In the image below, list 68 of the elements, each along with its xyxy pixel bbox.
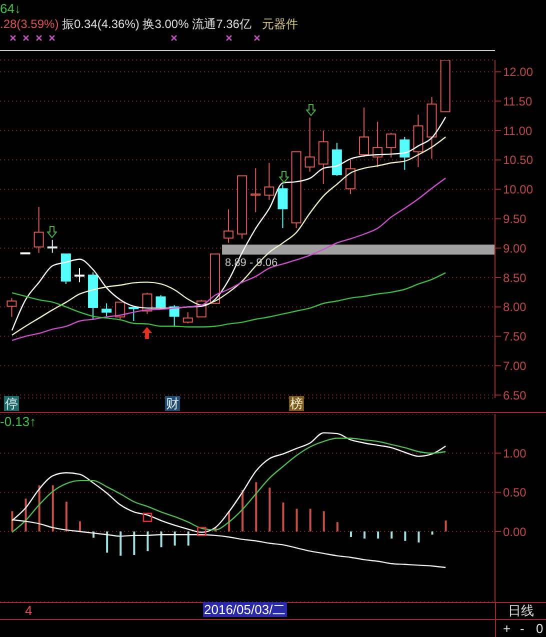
text: 元器件 — [262, 17, 298, 32]
bar — [160, 532, 162, 548]
y-tick-label: 9.50 — [503, 212, 527, 226]
bar — [255, 482, 258, 532]
candlestick — [264, 162, 274, 200]
y-tick-label: 6.50 — [503, 388, 527, 402]
bar — [336, 522, 338, 532]
bar — [431, 532, 434, 535]
bar — [418, 532, 420, 542]
bar — [404, 532, 406, 541]
y-tick-label: 7.50 — [503, 330, 527, 344]
bar — [106, 532, 108, 553]
y-tick-label: 11.00 — [503, 124, 532, 138]
text: - — [520, 621, 524, 636]
y-tick-label: 12.00 — [503, 65, 534, 80]
annotation: 停 — [4, 396, 19, 411]
candlestick — [426, 96, 437, 160]
bar — [133, 532, 136, 555]
bar — [377, 532, 380, 539]
candlestick — [224, 208, 234, 244]
bar — [282, 502, 284, 532]
annotation: -0.13↑ — [0, 414, 36, 429]
y-tick-label: 0.00 — [503, 524, 527, 539]
bar — [78, 521, 81, 532]
candlestick — [34, 206, 44, 254]
y-tick-label: 10.00 — [503, 182, 534, 197]
bar — [146, 532, 149, 552]
y-tick-label: 0.50 — [503, 486, 527, 500]
text: .28(3.59%) — [0, 17, 59, 32]
candlestick — [318, 130, 328, 185]
y-tick-label: 9.00 — [503, 241, 527, 256]
annotation: 2016/05/03/二 — [203, 602, 287, 617]
annotation: 财 — [165, 396, 180, 411]
bar — [390, 532, 393, 539]
y-tick-label: 8.50 — [503, 270, 527, 285]
y-tick-label: 1.00 — [503, 446, 527, 460]
bar — [187, 532, 190, 546]
bar — [444, 520, 447, 532]
bar — [174, 532, 176, 546]
annotation: 榜 — [289, 396, 304, 411]
y-tick-label: 7.00 — [503, 358, 527, 373]
line-series — [11, 519, 446, 568]
candlestick — [372, 121, 383, 168]
text: + — [503, 621, 511, 636]
text: 日线 — [508, 603, 534, 618]
bar — [322, 511, 325, 532]
candlestick — [250, 168, 261, 213]
bar — [268, 488, 271, 532]
line-series — [11, 272, 446, 328]
line-series — [11, 178, 446, 341]
y-tick-label: 10.50 — [503, 153, 534, 168]
bar — [52, 485, 54, 532]
bar — [242, 490, 244, 532]
y-tick-label: 11.50 — [503, 94, 532, 108]
bar — [120, 532, 122, 556]
text: 4 — [25, 603, 32, 618]
bar — [11, 511, 14, 532]
bar — [296, 508, 298, 532]
y-tick-label: 8.00 — [503, 300, 527, 314]
bar — [364, 532, 366, 539]
bar — [65, 502, 68, 532]
candlestick — [345, 159, 356, 195]
text: 振0.34(4.36%) 换3.00% 流通7.36亿 — [62, 17, 252, 32]
bar — [350, 532, 352, 537]
candlestick — [413, 114, 424, 168]
bar — [309, 508, 312, 532]
text: 64↓ — [0, 1, 21, 16]
text: 0 — [536, 621, 544, 636]
